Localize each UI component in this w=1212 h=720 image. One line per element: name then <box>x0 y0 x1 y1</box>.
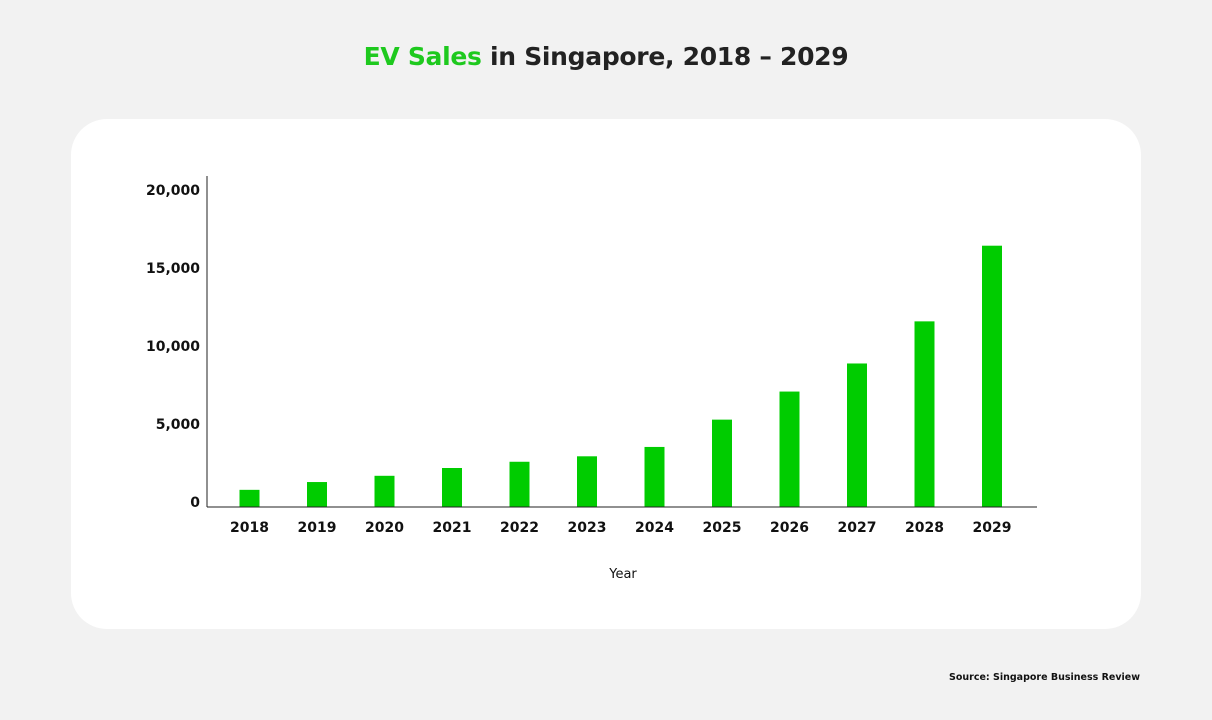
bar-2028 <box>914 321 935 507</box>
y-tick-label-15000: 15,000 <box>146 261 200 277</box>
bar-2025 <box>712 419 732 507</box>
y-tick-label-10000: 10,000 <box>146 339 200 355</box>
y-tick-label-5000: 5,000 <box>156 417 201 433</box>
bar-2026 <box>779 391 800 507</box>
x-tick-label-2018: 2018 <box>230 520 269 536</box>
x-tick-label-2020: 2020 <box>365 520 404 536</box>
bar-2020 <box>374 475 395 507</box>
bar-2019 <box>307 482 327 507</box>
x-tick-label-2022: 2022 <box>500 520 539 536</box>
x-tick-label-2027: 2027 <box>838 520 877 536</box>
x-axis-title: Year <box>608 567 637 582</box>
x-tick-label-2025: 2025 <box>703 520 742 536</box>
bar-2027 <box>847 363 867 507</box>
y-tick-label-20000: 20,000 <box>146 183 200 199</box>
x-tick-label-2024: 2024 <box>635 520 674 536</box>
x-tick-label-2028: 2028 <box>905 520 944 536</box>
bar-2021 <box>442 468 462 507</box>
source-note: Source: Singapore Business Review <box>949 672 1140 683</box>
x-tick-label-2026: 2026 <box>770 520 809 536</box>
bar-2018 <box>239 489 260 507</box>
chart-title-rest: in Singapore, 2018 – 2029 <box>481 42 849 71</box>
x-tick-label-2029: 2029 <box>973 520 1012 536</box>
x-tick-label-2023: 2023 <box>568 520 607 536</box>
x-tick-label-2021: 2021 <box>433 520 472 536</box>
bar-2029 <box>982 245 1002 507</box>
y-tick-labels: 0 5,000 10,000 15,000 20,000 <box>146 183 200 511</box>
bar-2024 <box>644 446 665 507</box>
bar-2022 <box>509 461 530 507</box>
bar-2023 <box>577 456 597 507</box>
bars-group <box>239 245 1002 507</box>
chart-title: EV Sales in Singapore, 2018 – 2029 <box>0 42 1212 71</box>
y-tick-label-0: 0 <box>190 495 200 511</box>
x-tick-labels: 2018 2019 2020 2021 2022 2023 2024 2025 2026 2027… <box>230 520 1011 536</box>
x-tick-label-2019: 2019 <box>298 520 337 536</box>
chart-title-accent: EV Sales <box>363 42 482 71</box>
chart-card <box>71 119 1141 629</box>
